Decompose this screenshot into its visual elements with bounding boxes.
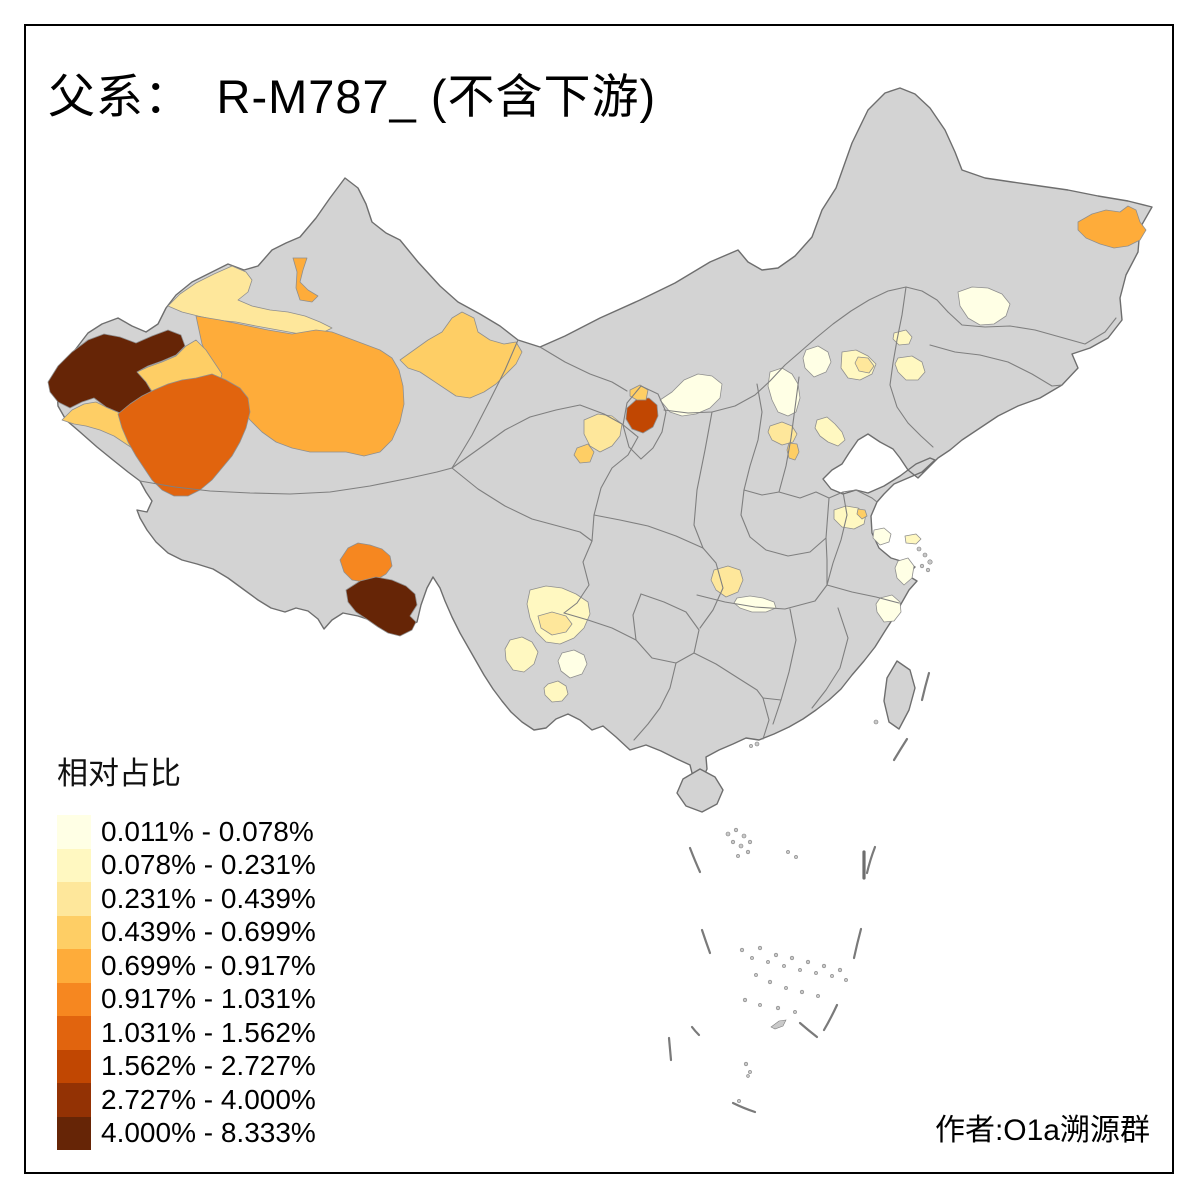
map-region: [167, 265, 333, 335]
legend-label: 0.011% - 0.078%: [101, 815, 314, 847]
author-credit: 作者:O1a溯源群: [934, 1114, 1150, 1147]
legend-row: 0.917% - 1.031%: [57, 982, 316, 1016]
map-region: [767, 367, 801, 417]
legend-swatch: [57, 815, 91, 849]
legend-row: 4.000% - 8.333%: [57, 1116, 316, 1150]
map-region: [904, 533, 922, 545]
legend-row: 0.699% - 0.917%: [57, 949, 316, 983]
legend-swatch: [57, 949, 91, 983]
map-region: [629, 384, 649, 401]
legend-label: 1.562% - 2.727%: [101, 1050, 316, 1082]
legend-row: 0.231% - 0.439%: [57, 882, 316, 916]
legend-row: 0.078% - 0.231%: [57, 848, 316, 882]
nine-dash-line: [667, 671, 931, 1114]
map-region: [1077, 205, 1147, 249]
taiwan-island-shape: [883, 660, 916, 730]
map-region: [537, 611, 573, 636]
map-region: [872, 527, 892, 546]
legend-label: 0.231% - 0.439%: [101, 882, 316, 914]
legend-swatch: [57, 1016, 91, 1050]
map-region: [659, 373, 723, 417]
legend-label: 0.078% - 0.231%: [101, 849, 316, 881]
legend-swatch: [57, 915, 91, 949]
legend-swatch: [57, 882, 91, 916]
map-region: [957, 286, 1011, 326]
map-region: [399, 311, 523, 399]
legend-row: 0.439% - 0.699%: [57, 915, 316, 949]
map-region: [543, 680, 569, 703]
legend-label: 1.031% - 1.562%: [101, 1016, 316, 1048]
legend-title: 相对占比: [57, 756, 181, 791]
map-region: [802, 345, 832, 378]
legend-row: 1.031% - 1.562%: [57, 1016, 316, 1050]
map-region: [854, 356, 875, 374]
legend: 相对占比 0.011% - 0.078% 0.078% - 0.231% 0.2…: [57, 748, 316, 1150]
map-region: [339, 542, 393, 583]
map-region: [814, 416, 846, 447]
map-region: [557, 649, 588, 679]
legend-row: 0.011% - 0.078%: [57, 815, 316, 849]
legend-label: 0.917% - 1.031%: [101, 983, 316, 1015]
legend-label: 4.000% - 8.333%: [101, 1117, 316, 1149]
legend-row: 2.727% - 4.000%: [57, 1083, 316, 1117]
map-region: [786, 442, 800, 461]
map-region: [856, 508, 868, 520]
map-region: [894, 355, 926, 381]
map-region: [292, 257, 319, 303]
map-region: [504, 636, 539, 673]
legend-swatch: [57, 1083, 91, 1117]
map-region: [767, 421, 798, 446]
map-region: [345, 576, 418, 637]
map-title: 父系： R-M787_ (不含下游): [48, 70, 657, 123]
map-region: [117, 373, 251, 497]
small-islands: [725, 546, 933, 1103]
legend-swatch: [57, 982, 91, 1016]
legend-row: 1.562% - 2.727%: [57, 1049, 316, 1083]
legend-swatch: [57, 1049, 91, 1083]
province-borders: [139, 286, 1117, 741]
hainan-island-shape: [676, 768, 724, 813]
legend-swatch: [57, 1116, 91, 1150]
legend-swatch: [57, 848, 91, 882]
map-region: [573, 443, 595, 464]
legend-label: 0.699% - 0.917%: [101, 949, 316, 981]
map-region: [894, 557, 915, 586]
legend-label: 0.439% - 0.699%: [101, 916, 316, 948]
legend-label: 2.727% - 4.000%: [101, 1083, 316, 1115]
choropleth-regions: [47, 205, 1147, 703]
